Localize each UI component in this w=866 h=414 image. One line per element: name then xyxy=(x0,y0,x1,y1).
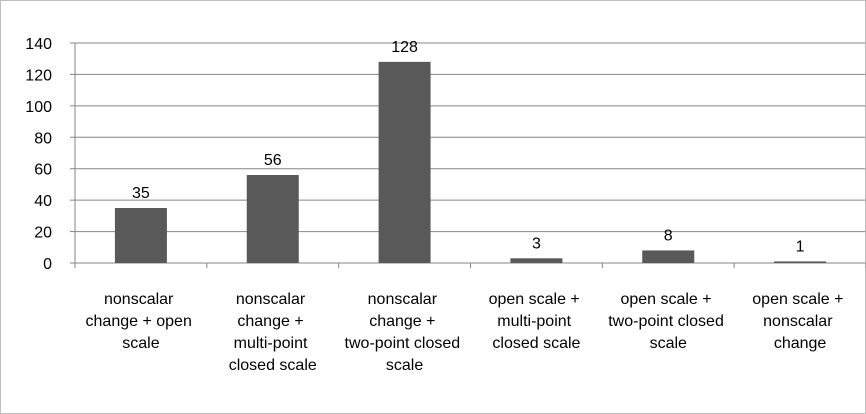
x-tick-label: open scale + nonscalar change xyxy=(752,291,848,352)
y-tick-label: 140 xyxy=(25,36,52,53)
bar xyxy=(378,61,431,263)
data-label: 56 xyxy=(264,152,282,169)
x-tick-label: nonscalar change + multi-point closed sc… xyxy=(229,291,317,374)
bar xyxy=(774,261,827,263)
data-label: 8 xyxy=(664,227,673,244)
bar xyxy=(114,208,167,263)
x-tick-label: nonscalar change + open scale xyxy=(86,291,197,352)
y-tick-label: 0 xyxy=(43,256,52,273)
y-tick-label: 80 xyxy=(34,130,52,147)
bar xyxy=(642,250,695,263)
bar xyxy=(510,258,563,263)
bar xyxy=(246,175,299,263)
data-label: 1 xyxy=(796,238,805,255)
data-label: 3 xyxy=(532,235,541,252)
x-tick-label: open scale + two-point closed scale xyxy=(608,291,728,352)
y-tick-label: 20 xyxy=(34,225,52,242)
y-tick-label: 120 xyxy=(25,67,52,84)
y-tick-label: 40 xyxy=(34,193,52,210)
y-tick-label: 60 xyxy=(34,162,52,179)
data-label: 128 xyxy=(391,39,418,56)
x-tick-label: nonscalar change + two-point closed scal… xyxy=(345,291,465,374)
x-tick-label: open scale + multi-point closed scale xyxy=(489,291,585,352)
data-label: 35 xyxy=(132,185,150,202)
y-tick-label: 100 xyxy=(25,99,52,116)
